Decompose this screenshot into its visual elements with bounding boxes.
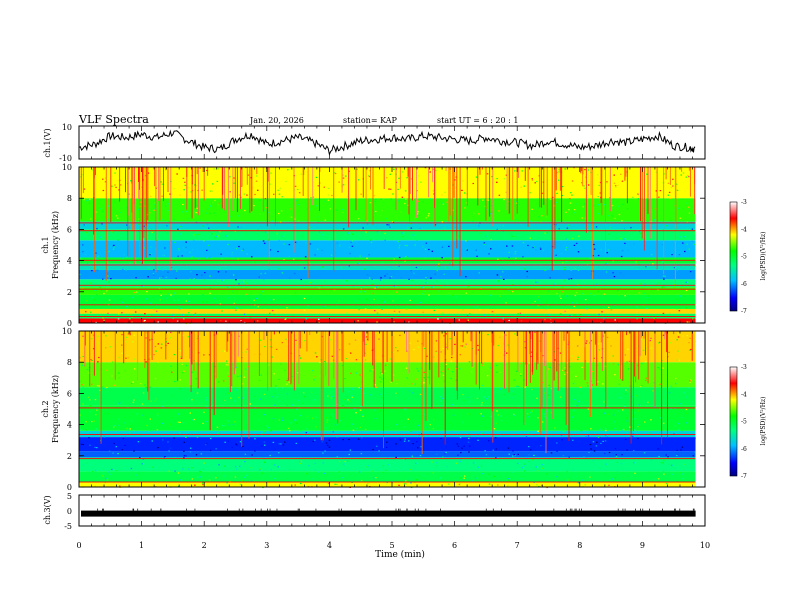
ch3-ytick-max: 5 bbox=[67, 492, 72, 501]
station-label: station= KAP bbox=[343, 116, 398, 125]
time-axis-labels: 0 1 2 3 4 5 6 7 8 9 10 bbox=[76, 541, 710, 550]
ch1-colorbar-tick-6: -6 bbox=[741, 281, 747, 288]
ch3-ytick-zero: 0 bbox=[67, 507, 72, 516]
ch1-ytick-10: 10 bbox=[62, 163, 72, 172]
ch3-voltage-ylabel: ch.3(V) bbox=[43, 495, 52, 524]
time-tick-6: 6 bbox=[452, 541, 457, 550]
time-tick-9: 9 bbox=[640, 541, 645, 550]
ch2-colorbar-label: log(PSD)(V²/Hz) bbox=[760, 397, 767, 446]
ch2-colorbar-tick-5: -5 bbox=[741, 419, 747, 426]
time-tick-1: 1 bbox=[139, 541, 144, 550]
ch2-colorbar-gradient bbox=[730, 367, 737, 476]
time-tick-3: 3 bbox=[264, 541, 269, 550]
ch2-ytick-10: 10 bbox=[62, 327, 72, 336]
ch1-colorbar-gradient bbox=[730, 202, 737, 311]
ch1-spectrogram-image bbox=[79, 167, 705, 324]
ch1-ytick-8: 8 bbox=[67, 194, 72, 203]
time-tick-10: 10 bbox=[700, 541, 710, 550]
ch2-colorbar-tick-6: -6 bbox=[741, 446, 747, 453]
ch1-colorbar: -3 -4 -5 -6 -7 log(PSD)(V²/Hz) bbox=[730, 199, 767, 315]
ch1-ytick-2: 2 bbox=[67, 288, 72, 297]
ch1-ytick-max: 10 bbox=[62, 123, 72, 132]
start-ut-label: start UT = 6 : 20 : 1 bbox=[437, 116, 518, 125]
ch3-voltage-panel: 5 0 -5 ch.3(V) bbox=[43, 492, 705, 531]
ch3-voltage-series bbox=[81, 511, 696, 517]
ch1-ytick-min: -10 bbox=[59, 154, 72, 163]
ch2-ytick-6: 6 bbox=[67, 389, 72, 398]
time-tick-7: 7 bbox=[515, 541, 520, 550]
ch2-ytick-2: 2 bbox=[67, 452, 72, 461]
ch2-ytick-0: 0 bbox=[67, 483, 72, 492]
ch2-channel-label: ch.2 bbox=[41, 400, 50, 417]
time-tick-0: 0 bbox=[76, 541, 81, 550]
ch1-spectrogram-panel: 0 2 4 6 8 10 ch.1 Frequency (kHz) bbox=[41, 163, 705, 328]
ch1-ytick-6: 6 bbox=[67, 225, 72, 234]
ch3-ytick-min: -5 bbox=[64, 522, 72, 531]
ch1-channel-label: ch.1 bbox=[41, 236, 50, 253]
ch2-colorbar-tick-4: -4 bbox=[741, 391, 747, 398]
ch1-voltage-panel: 10 -10 ch.1(V) bbox=[43, 123, 705, 163]
ch2-ytick-4: 4 bbox=[67, 421, 72, 430]
ch1-frequency-ylabel: Frequency (kHz) bbox=[51, 211, 60, 279]
ch2-spectrogram-image bbox=[79, 331, 705, 488]
time-tick-8: 8 bbox=[577, 541, 582, 550]
date-label: Jan. 20, 2026 bbox=[249, 116, 304, 125]
ch1-colorbar-tick-4: -4 bbox=[741, 226, 747, 233]
ch1-colorbar-label: log(PSD)(V²/Hz) bbox=[760, 232, 767, 281]
figure-title: VLF Spectra bbox=[78, 113, 149, 126]
ch1-colorbar-tick-5: -5 bbox=[741, 254, 747, 261]
ch1-colorbar-tick-3: -3 bbox=[741, 199, 747, 206]
ch2-ytick-8: 8 bbox=[67, 358, 72, 367]
time-axis-label: Time (min) bbox=[375, 549, 425, 560]
ch2-colorbar-tick-3: -3 bbox=[741, 364, 747, 371]
time-tick-4: 4 bbox=[327, 541, 332, 550]
ch2-frequency-ylabel: Frequency (kHz) bbox=[51, 375, 60, 443]
ch1-voltage-ylabel: ch.1(V) bbox=[43, 128, 52, 157]
ch1-ytick-4: 4 bbox=[67, 257, 72, 266]
ch2-colorbar: -3 -4 -5 -6 -7 log(PSD)(V²/Hz) bbox=[730, 364, 767, 480]
ch1-voltage-series bbox=[79, 131, 695, 155]
time-tick-2: 2 bbox=[202, 541, 207, 550]
ch2-spectrogram-panel: 0 2 4 6 8 10 ch.2 Frequency (kHz) bbox=[41, 327, 705, 492]
ch2-colorbar-tick-7: -7 bbox=[741, 473, 747, 480]
time-tick-5: 5 bbox=[389, 541, 394, 550]
ch1-colorbar-tick-7: -7 bbox=[741, 308, 747, 315]
